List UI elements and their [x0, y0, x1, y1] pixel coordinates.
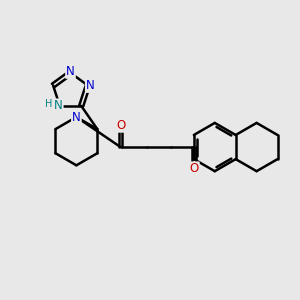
Text: O: O: [190, 162, 199, 175]
Text: O: O: [116, 119, 125, 132]
Text: H: H: [45, 99, 52, 110]
Text: N: N: [54, 99, 63, 112]
Text: N: N: [66, 65, 75, 78]
Text: N: N: [86, 79, 94, 92]
Text: N: N: [72, 110, 81, 124]
